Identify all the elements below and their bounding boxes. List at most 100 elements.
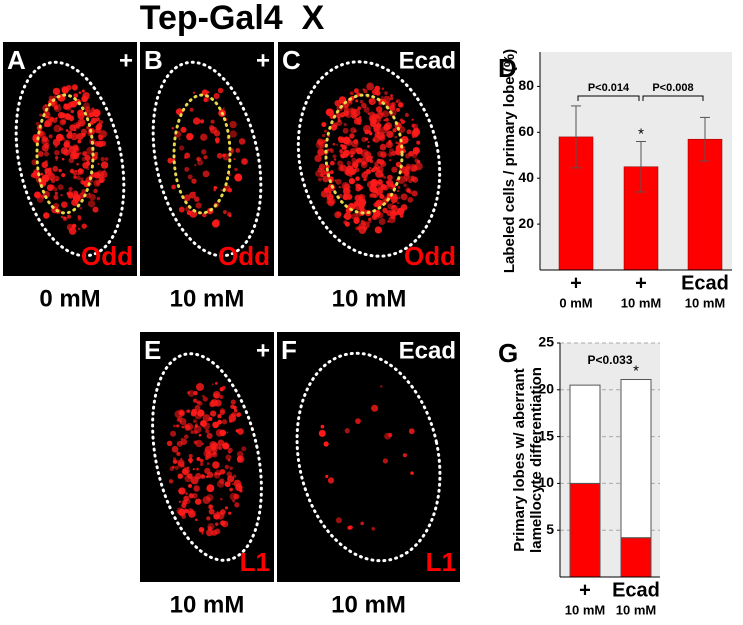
cell-signal <box>331 195 334 199</box>
cell-signal <box>85 109 88 112</box>
cell-signal <box>178 137 181 140</box>
cell-signal <box>351 157 357 163</box>
cell-signal <box>174 410 183 418</box>
cell-signal <box>188 457 193 463</box>
cell-signal <box>387 203 394 210</box>
cell-signal <box>368 97 376 106</box>
panel-letter: C <box>282 45 301 75</box>
cell-signal <box>222 442 230 450</box>
cell-signal <box>77 139 82 144</box>
cell-signal <box>318 142 326 149</box>
cell-signal <box>391 166 398 173</box>
lobe-outline <box>151 352 263 562</box>
dose-label: 10 mM <box>331 591 406 618</box>
cell-signal <box>187 174 193 180</box>
cell-signal <box>199 458 204 463</box>
cell-signal <box>354 147 359 152</box>
cell-signal <box>350 109 355 115</box>
cell-signal <box>202 414 211 422</box>
cell-signal <box>206 529 214 537</box>
cell-signal <box>235 412 240 417</box>
cell-signal <box>361 102 367 109</box>
cell-signal <box>75 153 79 157</box>
cell-signal <box>216 445 221 450</box>
cell-signal <box>229 130 237 138</box>
cell-signal <box>321 122 327 128</box>
cell-signal <box>375 128 379 132</box>
bar-segment <box>569 482 601 578</box>
cell-signal <box>96 196 101 201</box>
cell-signal <box>373 115 382 124</box>
cell-signal <box>228 511 232 515</box>
cell-signal <box>67 214 72 219</box>
cell-signal <box>216 152 223 159</box>
cell-signal <box>79 206 83 210</box>
dose-label: 0 mM <box>39 285 100 312</box>
y-tick-label: 20 <box>538 381 554 397</box>
cell-signal <box>216 480 225 488</box>
cell-signal <box>233 493 240 500</box>
cell-signal <box>353 216 360 223</box>
y-tick-label: 15 <box>538 427 554 443</box>
cell-signal <box>205 429 210 434</box>
cell-signal <box>317 177 323 182</box>
cell-signal <box>378 218 386 225</box>
cell-signal <box>338 186 341 189</box>
cell-signal <box>53 95 57 99</box>
cell-signal <box>383 95 391 104</box>
cell-signal <box>405 187 411 193</box>
cell-signal <box>187 389 195 397</box>
cell-signal <box>386 125 390 129</box>
genotype-label: Ecad <box>399 47 456 74</box>
cell-signal <box>322 175 330 183</box>
cell-signal <box>48 134 53 139</box>
cell-signal <box>329 148 334 152</box>
cell-signal <box>355 176 360 181</box>
cell-signal <box>402 453 407 458</box>
cell-signal <box>61 128 64 131</box>
cell-signal <box>237 428 244 435</box>
cell-signal <box>374 91 379 95</box>
cell-signal <box>321 133 326 138</box>
cell-signal <box>381 87 385 90</box>
cell-signal <box>381 110 389 118</box>
cell-signal <box>181 425 185 429</box>
cell-signal <box>207 91 210 94</box>
cell-signal <box>95 124 102 131</box>
cell-signal <box>213 513 220 520</box>
cell-signal <box>61 201 68 208</box>
cell-signal <box>35 121 40 126</box>
cell-signal <box>398 102 404 108</box>
cell-signal <box>63 104 69 110</box>
cell-signal <box>368 115 375 122</box>
cell-signal <box>224 464 230 470</box>
cell-signal <box>226 431 229 434</box>
lobe-outline <box>295 351 442 563</box>
cell-signal <box>230 399 236 405</box>
cell-signal <box>194 196 200 202</box>
cell-signal <box>380 173 385 178</box>
cell-signal <box>78 192 86 199</box>
cell-signal <box>104 157 109 161</box>
cell-signal <box>388 158 392 162</box>
cell-signal <box>325 474 329 479</box>
cell-signal <box>195 439 203 448</box>
cell-signal <box>202 396 208 402</box>
cell-signal <box>235 429 240 433</box>
cell-signal <box>83 102 90 110</box>
y-tick-label: 80 <box>518 77 534 93</box>
cell-signal <box>85 161 91 166</box>
cell-signal <box>73 191 79 196</box>
cell-signal <box>97 163 100 166</box>
cell-signal <box>387 220 390 223</box>
cell-signal <box>91 107 95 111</box>
cell-signal <box>363 124 371 133</box>
cell-signal <box>214 137 220 143</box>
cell-signal <box>171 184 176 190</box>
cell-signal <box>213 92 220 100</box>
cell-signal <box>181 468 189 476</box>
y-tick-label: 60 <box>518 123 534 139</box>
cell-signal <box>188 425 191 428</box>
cell-signal <box>194 430 198 435</box>
stain-label: L1 <box>426 547 456 577</box>
